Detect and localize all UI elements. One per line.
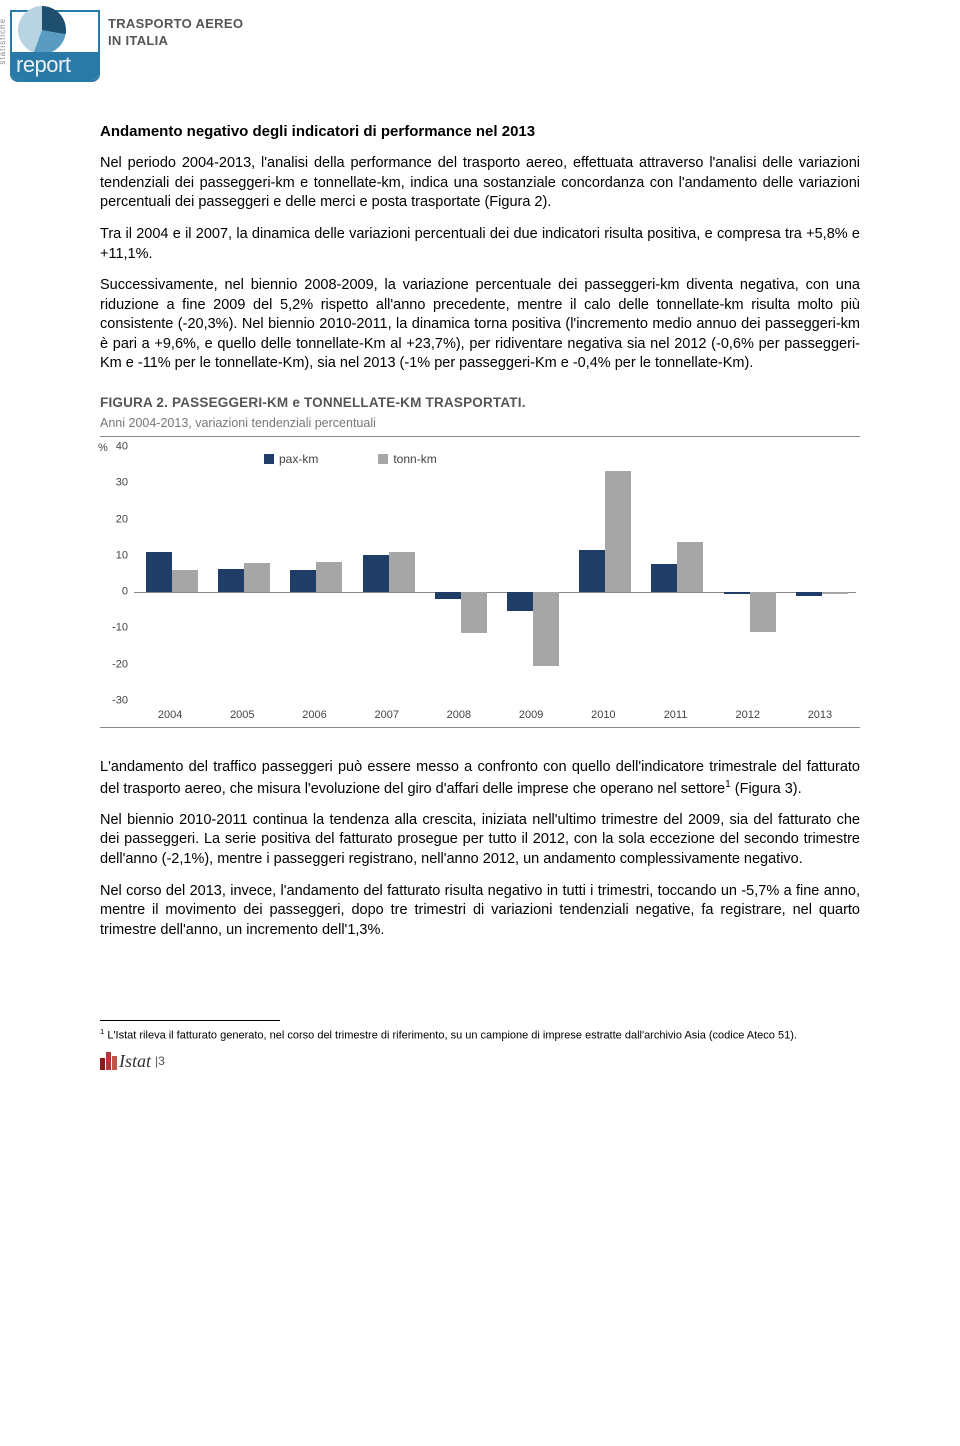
page-number: |3 — [155, 1053, 165, 1069]
footnote: 1 L'Istat rileva il fatturato generato, … — [100, 1027, 860, 1043]
report-logo: statistiche report — [10, 10, 100, 82]
page-footer: Istat |3 — [100, 1049, 860, 1073]
chart-plot: pax-km tonn-km — [134, 447, 856, 701]
y-axis: 403020100-10-20-30 — [100, 443, 132, 703]
figure-title: FIGURA 2. PASSEGGERI-KM e TONNELLATE-KM … — [100, 394, 860, 412]
paragraph-2: Tra il 2004 e il 2007, la dinamica delle… — [100, 225, 860, 264]
footnote-separator — [100, 1020, 280, 1021]
logo-report-text: report — [16, 52, 70, 78]
paragraph-1: Nel periodo 2004-2013, l'analisi della p… — [100, 154, 860, 213]
paragraph-5: Nel biennio 2010-2011 continua la tenden… — [100, 811, 860, 870]
pie-icon — [18, 6, 66, 54]
chart-container: % 403020100-10-20-30 pax-km tonn-km — [100, 436, 860, 723]
istat-logo: Istat — [100, 1049, 151, 1073]
chart-bars — [134, 447, 856, 701]
logo-side-text: statistiche — [0, 18, 7, 65]
istat-bars-icon — [100, 1052, 117, 1070]
header-title: TRASPORTO AEREO IN ITALIA — [108, 10, 243, 50]
section-title: Andamento negativo degli indicatori di p… — [100, 122, 860, 142]
paragraph-4: L'andamento del traffico passeggeri può … — [100, 758, 860, 799]
page-header: statistiche report TRASPORTO AEREO IN IT… — [10, 0, 860, 122]
paragraph-3: Successivamente, nel biennio 2008-2009, … — [100, 276, 860, 374]
figure-subtitle: Anni 2004-2013, variazioni tendenziali p… — [100, 415, 860, 432]
istat-text: Istat — [119, 1049, 151, 1073]
paragraph-6: Nel corso del 2013, invece, l'andamento … — [100, 882, 860, 941]
x-axis: 2004200520062007200820092010201120122013 — [134, 708, 856, 723]
